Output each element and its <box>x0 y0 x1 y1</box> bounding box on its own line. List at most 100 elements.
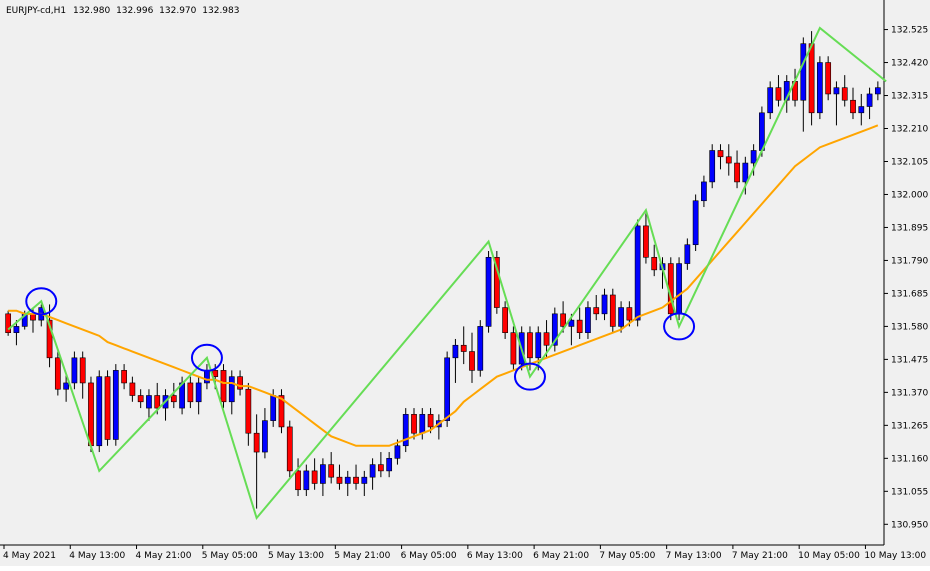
candle <box>858 93 865 126</box>
candle <box>775 75 782 107</box>
candle <box>121 364 127 390</box>
candle <box>817 56 823 120</box>
candle-body <box>13 326 20 333</box>
candle-body <box>311 470 318 484</box>
candle-body <box>121 370 127 384</box>
time-tick-label: 4 May 2021 <box>3 551 56 561</box>
price-tick-label: 130.950 <box>891 520 928 530</box>
price-tick-label: 132.525 <box>891 26 928 36</box>
candle-body <box>485 256 492 327</box>
candle-body <box>154 395 161 409</box>
candle <box>137 389 144 409</box>
zigzag-layer <box>7 26 887 521</box>
candle-body <box>609 294 616 327</box>
highlight-circle <box>25 287 58 316</box>
candle <box>96 370 103 453</box>
candle-body <box>800 43 807 101</box>
candle <box>593 294 600 321</box>
price-tick-label: 131.685 <box>891 289 928 299</box>
candle-body <box>866 93 873 107</box>
candle-body <box>228 376 235 403</box>
candle <box>54 351 61 396</box>
high-value: 132.996 <box>116 6 153 16</box>
candle-body <box>734 162 740 183</box>
time-tick-label: 6 May 21:00 <box>533 551 589 561</box>
candle-body <box>858 106 865 114</box>
price-tick-label: 131.475 <box>891 355 928 365</box>
candle-body <box>386 458 393 472</box>
candle-body <box>460 344 467 352</box>
candle <box>709 144 716 189</box>
candle-body <box>676 263 682 315</box>
candle-body <box>643 225 649 258</box>
candle-body <box>618 307 624 327</box>
candle <box>568 313 575 346</box>
candle-body <box>5 313 12 333</box>
candle <box>402 408 409 453</box>
candle-body <box>411 414 417 434</box>
candle <box>825 56 832 101</box>
candle <box>286 420 293 478</box>
candle-body <box>187 382 194 403</box>
candle-body <box>170 395 177 403</box>
candle-body <box>452 344 459 359</box>
candle <box>245 382 252 446</box>
candle <box>502 301 508 339</box>
candle-body <box>634 225 641 321</box>
candle-body <box>237 376 243 390</box>
candle-body <box>394 445 401 459</box>
candle-body <box>146 395 152 409</box>
highlight-circle <box>663 312 696 341</box>
candle-body <box>96 376 103 447</box>
candle <box>701 175 707 208</box>
candle-body <box>560 313 566 327</box>
time-tick-label: 5 May 21:00 <box>334 551 390 561</box>
candle-body <box>220 370 227 403</box>
candle-body <box>402 414 409 447</box>
candle-body <box>469 351 475 371</box>
candle-body <box>701 181 707 202</box>
candle-body <box>88 382 94 447</box>
candle-body <box>444 357 451 421</box>
candle <box>336 464 343 490</box>
candle-body <box>137 395 144 403</box>
candle <box>833 81 840 126</box>
candle <box>866 87 873 120</box>
time-tick-label: 7 May 05:00 <box>599 551 655 561</box>
candle-body <box>262 420 268 453</box>
candle <box>493 251 500 314</box>
candle <box>767 81 774 120</box>
candle <box>112 364 119 446</box>
price-tick-label: 132.000 <box>891 190 928 200</box>
candle <box>684 238 691 270</box>
candle-body <box>585 307 591 333</box>
candle-body <box>551 313 558 346</box>
candle-body <box>378 464 384 472</box>
candle <box>634 219 641 327</box>
candle-body <box>344 476 351 484</box>
candle-body <box>253 432 260 453</box>
symbol-label: EURJPY-cd,H1 <box>6 6 66 16</box>
candle-body <box>535 332 542 359</box>
chart-header: EURJPY-cd,H1 132.980 132.996 132.970 132… <box>6 6 239 16</box>
candle-body <box>651 256 658 271</box>
price-tick-label: 131.055 <box>891 487 928 497</box>
candle-body <box>112 370 119 440</box>
candle-body <box>692 200 699 246</box>
time-tick-label: 10 May 05:00 <box>798 551 860 561</box>
candle <box>369 458 376 490</box>
time-tick-label: 7 May 21:00 <box>732 551 788 561</box>
candle-body <box>278 395 285 428</box>
price-tick-label: 132.105 <box>891 157 928 167</box>
candle <box>71 351 78 390</box>
price-tick-label: 132.315 <box>891 92 928 102</box>
candle <box>725 144 732 176</box>
candle <box>643 213 649 264</box>
price-tick-label: 131.265 <box>891 421 928 431</box>
candle <box>278 389 285 434</box>
time-tick-label: 6 May 05:00 <box>401 551 457 561</box>
candle-body <box>419 414 426 434</box>
candle-body <box>767 87 774 114</box>
